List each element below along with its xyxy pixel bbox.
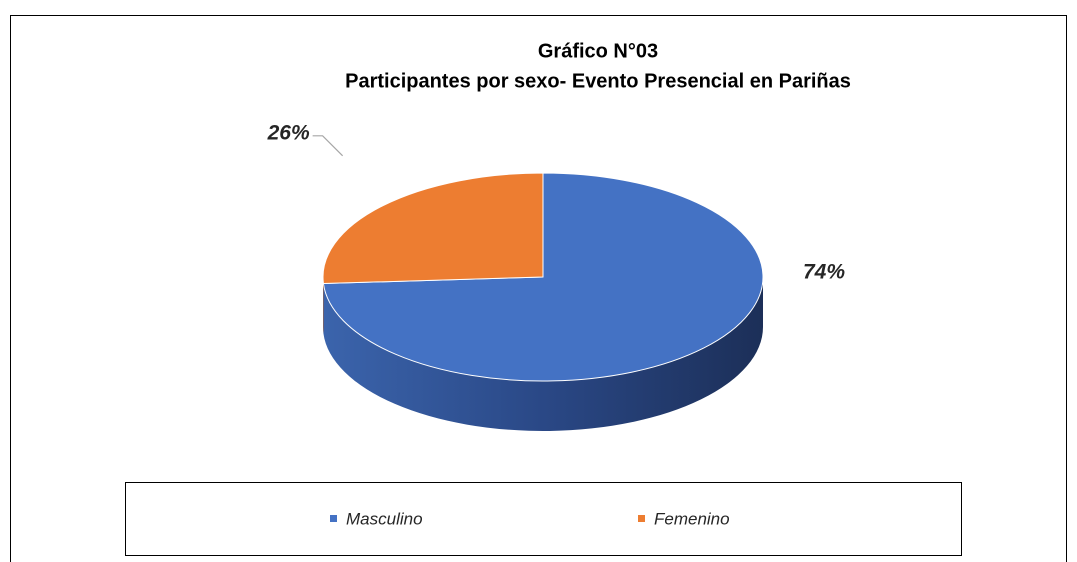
legend-box [125, 482, 962, 556]
chart-title: Gráfico N°03 [538, 40, 658, 62]
legend-label: Masculino [346, 509, 423, 528]
chart-subtitle: Participantes por sexo- Evento Presencia… [345, 70, 851, 92]
data-label: 74% [803, 261, 845, 284]
slice [322, 172, 544, 285]
legend-marker [638, 515, 645, 522]
slice-side [323, 277, 763, 431]
leader-line [312, 135, 344, 157]
legend-marker [330, 515, 337, 522]
legend-label: Femenino [654, 509, 730, 528]
data-label: 26% [267, 121, 310, 144]
